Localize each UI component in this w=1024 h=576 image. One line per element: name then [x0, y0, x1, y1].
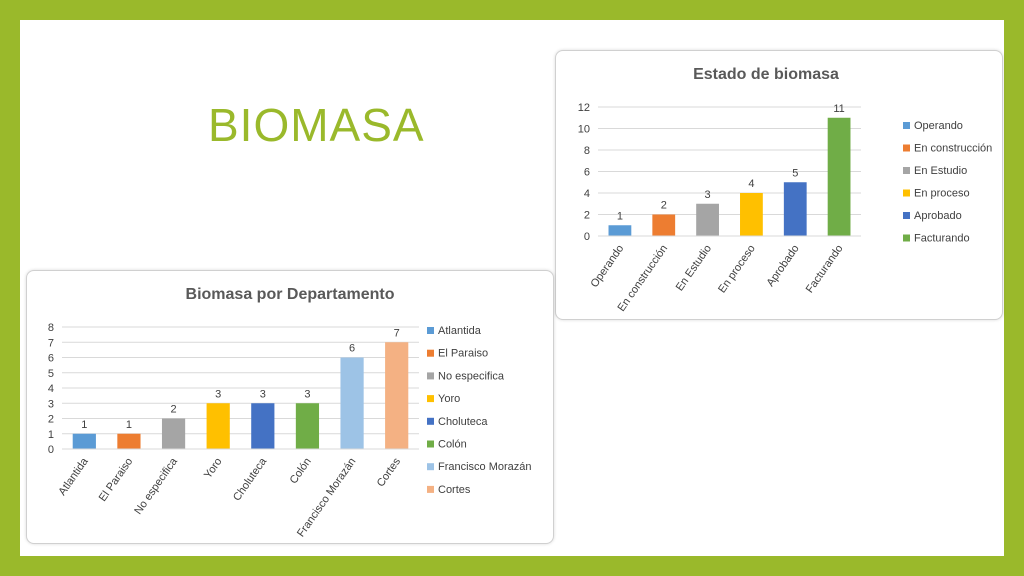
chart-estado-legend-swatch-en-construccion	[903, 144, 910, 152]
chart-estado-legend-swatch-en-proceso	[903, 189, 910, 197]
chart-estado-ytick-label: 2	[584, 210, 590, 222]
chart-depto-bar-no-especifica	[161, 418, 186, 449]
chart-estado-legend-swatch-facturando	[903, 234, 910, 242]
chart-depto-bar-cortes	[385, 342, 409, 449]
chart-depto-legend-label-choluteca: Choluteca	[438, 416, 488, 428]
chart-depto-ytick-label: 7	[48, 337, 54, 349]
chart-depto-legend-swatch-no-especifica	[427, 372, 434, 380]
chart-depto-ytick-label: 8	[48, 322, 54, 334]
chart-depto-xtick-label-cortes: Cortes	[375, 455, 404, 489]
chart-estado-ytick-label: 10	[578, 124, 590, 136]
chart-depto-bar-el-paraiso	[117, 433, 141, 449]
chart-estado-bar-en-estudio	[696, 203, 719, 236]
chart-depto-legend-label-cortes: Cortes	[438, 484, 471, 496]
chart-estado-xtick-label-aprobado: Aprobado	[765, 243, 802, 289]
chart-depto-ytick-label: 3	[48, 398, 54, 410]
chart-depto-xtick-label-el-paraiso: El Paraiso	[97, 456, 136, 504]
chart-estado-de-biomasa: Estado de biomasa 0 2 4 6 8 10 12 1 Operando 2 En c…	[555, 50, 1003, 320]
slide: BIOMASA Estado de biomasa 0 2 4 6 8 10 12 1 Opera…	[20, 20, 1004, 556]
chart-depto-ytick-label: 2	[48, 414, 54, 426]
chart-depto-data-label-yoro: 3	[215, 388, 221, 400]
chart-depto-legend-swatch-el-paraiso	[427, 349, 434, 357]
chart-estado-ytick-label: 4	[584, 188, 590, 200]
chart-estado-legend-label-en-estudio: En Estudio	[914, 165, 967, 177]
chart-estado-legend-swatch-operando	[903, 122, 910, 129]
chart-depto-xtick-label-atlantida: Atlantida	[56, 455, 91, 498]
chart-depto-xtick-label-choluteca: Choluteca	[231, 455, 270, 503]
chart-depto-legend-label-no-especifica: No especifica	[438, 370, 505, 382]
chart-estado-ytick-label: 12	[578, 102, 590, 114]
chart-depto-bar-atlantida	[72, 433, 96, 449]
chart-depto-legend-label-el-paraiso: El Paraiso	[438, 348, 488, 360]
chart-estado-legend-label-facturando: Facturando	[914, 233, 970, 245]
slide-title: BIOMASA	[208, 99, 425, 151]
chart-estado-data-label-en-estudio: 3	[705, 189, 711, 201]
chart-estado-data-label-operando: 1	[617, 210, 623, 222]
chart-depto-ytick-label: 1	[48, 429, 54, 441]
chart-depto-data-label-colon: 3	[304, 388, 310, 400]
chart-estado-ytick-label: 6	[584, 167, 590, 179]
chart-estado-legend-label-aprobado: Aprobado	[914, 210, 962, 222]
chart-estado-xtick-label-en-proceso: En proceso	[716, 243, 758, 295]
chart-depto-legend-swatch-colon	[427, 440, 434, 448]
chart-depto-xtick-label-colon: Colón	[288, 456, 314, 486]
chart-depto-data-label-francisco-morazan: 6	[349, 343, 355, 355]
chart-depto-legend-swatch-cortes	[427, 485, 434, 493]
chart-depto-bar-choluteca	[251, 403, 275, 449]
chart-depto-data-label-el-paraiso: 1	[126, 419, 132, 431]
chart-depto-title: Biomasa por Departamento	[186, 286, 395, 303]
chart-estado-legend-label-en-proceso: En proceso	[914, 188, 970, 200]
chart-estado-legend-swatch-aprobado	[903, 212, 910, 219]
chart-estado-bar-operando	[608, 225, 632, 236]
chart-depto-ytick-label: 5	[48, 368, 54, 380]
chart-depto-data-label-no-especifica: 2	[171, 404, 177, 416]
chart-depto-legend-label-atlantida: Atlantida	[438, 325, 482, 337]
chart-estado-bar-en-construccion	[652, 214, 676, 236]
chart-depto-data-label-choluteca: 3	[260, 388, 266, 400]
chart-depto-svg: Biomasa por Departamento 0 1 2 3 4 5 6 7 8 1 Atlant…	[48, 286, 532, 539]
chart-depto-bar-colon	[295, 403, 320, 449]
chart-estado-legend-label-en-construccion: En construcción	[914, 143, 992, 155]
chart-depto-legend-label-francisco-morazan: Francisco Morazán	[438, 461, 532, 473]
chart-depto-ytick-label: 4	[48, 383, 54, 395]
chart-depto-xtick-label-yoro: Yoro	[202, 456, 225, 481]
chart-estado-data-label-aprobado: 5	[792, 167, 798, 179]
chart-depto-xtick-label-no-especifica: No especifica	[132, 455, 180, 517]
chart-estado-bar-facturando	[827, 117, 851, 236]
chart-depto-ytick-label: 6	[48, 353, 54, 365]
chart-depto-bar-francisco-morazan	[340, 357, 364, 449]
chart-depto-legend-label-yoro: Yoro	[438, 393, 460, 405]
chart-estado-svg: Estado de biomasa 0 2 4 6 8 10 12 1 Operando 2 En c…	[578, 66, 993, 314]
chart-estado-data-label-en-construccion: 2	[661, 200, 667, 212]
chart-depto-legend-swatch-atlantida	[427, 327, 434, 334]
chart-depto-legend-swatch-francisco-morazan	[427, 463, 434, 471]
chart-depto-legend-swatch-yoro	[427, 395, 434, 403]
chart-depto-data-label-atlantida: 1	[81, 419, 87, 431]
chart-estado-data-label-en-proceso: 4	[748, 178, 754, 190]
chart-estado-title: Estado de biomasa	[693, 66, 839, 83]
chart-estado-data-label-facturando: 11	[833, 103, 844, 115]
chart-depto-legend-label-colon: Colón	[438, 439, 467, 451]
chart-depto-data-label-cortes: 7	[394, 327, 400, 339]
chart-estado-bar-en-proceso	[740, 193, 763, 236]
chart-depto-ytick-label: 0	[48, 444, 54, 456]
chart-depto-legend-swatch-choluteca	[427, 417, 434, 425]
chart-estado-ytick-label: 0	[584, 231, 590, 243]
chart-biomasa-por-departamento: Biomasa por Departamento 0 1 2 3 4 5 6 7 8 1 Atlant…	[26, 270, 554, 544]
chart-estado-ytick-label: 8	[584, 145, 590, 157]
chart-estado-xtick-label-operando: Operando	[588, 243, 626, 290]
chart-estado-legend-swatch-en-estudio	[903, 167, 910, 174]
chart-estado-legend-label-operando: Operando	[914, 120, 963, 132]
chart-estado-xtick-label-facturando: Facturando	[804, 243, 846, 295]
chart-depto-bar-yoro	[206, 403, 230, 449]
chart-estado-xtick-label-en-estudio: En Estudio	[674, 243, 714, 293]
chart-estado-bar-aprobado	[783, 182, 807, 236]
